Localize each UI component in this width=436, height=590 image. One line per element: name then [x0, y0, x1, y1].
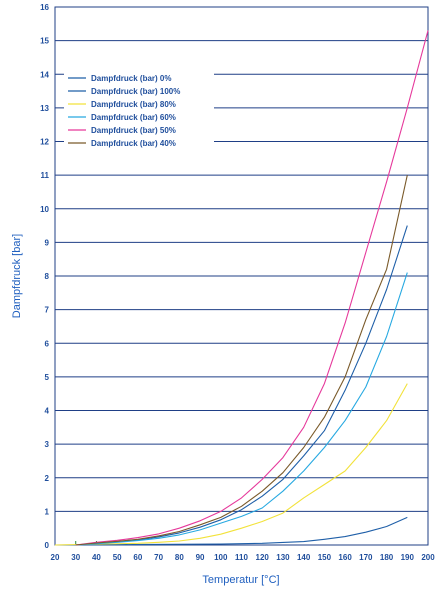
series-line: [54, 383, 408, 546]
y-tick-label: 0: [45, 541, 50, 550]
x-tick-label: 150: [318, 553, 332, 562]
x-tick-label: 200: [421, 553, 435, 562]
x-tick-label: 70: [154, 553, 163, 562]
y-tick-label: 4: [45, 407, 50, 416]
y-tick-label: 5: [45, 373, 50, 382]
x-tick-label: 50: [113, 553, 122, 562]
x-tick-label: 30: [71, 553, 80, 562]
x-tick-label: 80: [175, 553, 184, 562]
legend: Dampfdruck (bar) 0% Dampfdruck (bar) 100%…: [64, 69, 214, 151]
legend-background: [64, 69, 214, 151]
x-tick-label: 130: [276, 553, 290, 562]
y-tick-label: 3: [45, 440, 50, 449]
series-line: [75, 30, 429, 546]
series-lines: [54, 30, 429, 546]
legend-label: Dampfdruck (bar) 0%: [91, 74, 171, 83]
y-tick-label: 10: [40, 205, 49, 214]
legend-label: Dampfdruck (bar) 80%: [91, 100, 176, 109]
x-tick-label: 90: [196, 553, 205, 562]
y-tick-label: 14: [40, 70, 49, 79]
x-tick-label: 40: [92, 553, 101, 562]
series-line: [75, 272, 408, 546]
y-tick-label: 7: [45, 306, 50, 315]
series-line: [54, 516, 408, 546]
legend-label: Dampfdruck (bar) 50%: [91, 126, 176, 135]
x-axis-title: Temperatur [°C]: [202, 574, 279, 586]
x-tick-label: 60: [133, 553, 142, 562]
legend-label: Dampfdruck (bar) 60%: [91, 113, 176, 122]
y-tick-label: 6: [45, 339, 50, 348]
legend-label: Dampfdruck (bar) 100%: [91, 87, 180, 96]
x-tick-label: 190: [401, 553, 415, 562]
legend-label: Dampfdruck (bar) 40%: [91, 139, 176, 148]
y-tick-label: 2: [45, 474, 50, 483]
x-tick-label: 110: [235, 553, 248, 562]
x-tick-label: 140: [297, 553, 311, 562]
y-tick-label: 9: [45, 238, 50, 247]
x-tick-label: 20: [51, 553, 60, 562]
y-tick-label: 15: [40, 37, 49, 46]
y-tick-label: 16: [40, 3, 49, 12]
y-tick-label: 12: [40, 138, 49, 147]
y-tick-label: 13: [40, 104, 49, 113]
x-tick-label: 180: [380, 553, 394, 562]
y-tick-label: 1: [45, 507, 50, 516]
x-axis-ticks: 20 30 40 50 60 70 80 90 100 110 120 130 140 150 160 170…: [51, 541, 435, 562]
y-axis-title: Dampfdruck [bar]: [11, 234, 23, 318]
x-tick-label: 160: [338, 553, 352, 562]
y-tick-label: 11: [41, 171, 50, 180]
x-tick-label: 170: [359, 553, 373, 562]
y-tick-label: 8: [45, 272, 50, 281]
x-tick-label: 120: [256, 553, 270, 562]
x-tick-label: 100: [214, 553, 228, 562]
series-line: [75, 174, 408, 546]
